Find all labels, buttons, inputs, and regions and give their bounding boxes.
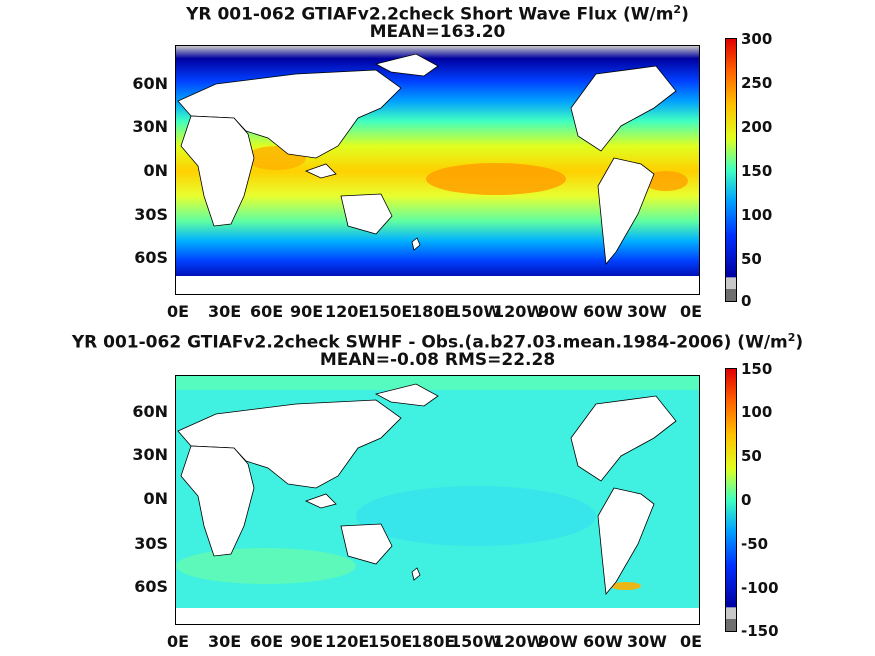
map-1-title-sup: 2 xyxy=(673,3,682,16)
map-1-colorbar-tick: 0 xyxy=(741,292,752,310)
map-1-xtick: 90E xyxy=(290,302,324,321)
map-1-xtick: 180E xyxy=(411,302,456,321)
map-2-colorbar-gradient xyxy=(726,369,736,631)
map-2-ytick: 60N xyxy=(132,402,168,421)
map-2-plot-area xyxy=(175,375,700,625)
map-1-colorbar-tick: 150 xyxy=(741,162,773,180)
map-2-colorbar-tick: 50 xyxy=(741,447,762,465)
map-2-xtick: 90W xyxy=(538,632,578,651)
map-2-xtick: 60E xyxy=(250,632,284,651)
map-1-ytick: 60N xyxy=(132,74,168,93)
map-2-title: YR 001-062 GTIAFv2.2check SWHF - Obs.(a.… xyxy=(0,328,875,353)
map-1-xtick: 150E xyxy=(368,302,413,321)
map-2-xtick: 90E xyxy=(290,632,324,651)
map-2-title-text: YR 001-062 GTIAFv2.2check SWHF - Obs.(a.… xyxy=(71,332,788,353)
map-2-xtick: 30W xyxy=(627,632,667,651)
map-2-stat-line: MEAN=-0.08 RMS=22.28 xyxy=(319,350,556,370)
map-2-colorbar-tick: -50 xyxy=(741,535,769,553)
map-2-xtick: 60W xyxy=(583,632,623,651)
map-2-ytick: 0N xyxy=(143,489,168,508)
map-1-xtick: 150W xyxy=(450,302,502,321)
map-2-xtick: 0E xyxy=(680,632,703,651)
map-2-xtick: 120E xyxy=(325,632,370,651)
map-1-colorbar-tick: 300 xyxy=(741,30,773,48)
map-1-xtick: 90W xyxy=(538,302,578,321)
map-1-xtick: 120W xyxy=(493,302,545,321)
map-1-xtick: 60W xyxy=(583,302,623,321)
map-2-xtick: 180E xyxy=(411,632,456,651)
map-2-ytick: 60S xyxy=(134,577,168,596)
map-2-colorbar-tick: 150 xyxy=(741,360,773,378)
map-1-xtick: 0E xyxy=(680,302,703,321)
map-1-colorbar-tick: 50 xyxy=(741,250,762,268)
map-2-colorbar-tick: 0 xyxy=(741,491,752,509)
map-1-xtick: 30E xyxy=(208,302,242,321)
map-2-title-end: ) xyxy=(795,332,804,353)
map-1-colorbar-tick: 100 xyxy=(741,206,773,224)
map-2-xtick: 120W xyxy=(493,632,545,651)
map-2-colorbar-tick: -100 xyxy=(741,579,779,597)
map-1-ytick: 30N xyxy=(132,117,168,136)
map-1-ytick: 60S xyxy=(134,248,168,267)
map-1-colorbar-gradient xyxy=(726,39,736,301)
map-1-xtick: 30W xyxy=(627,302,667,321)
map-1-ytick: 0N xyxy=(143,161,168,180)
map-2-xtick: 0E xyxy=(167,632,190,651)
map-2-ytick: 30S xyxy=(134,534,168,553)
map-1-plot-area xyxy=(175,45,700,295)
map-1-xtick: 60E xyxy=(250,302,284,321)
map-2-colorbar-tick: 100 xyxy=(741,403,773,421)
map-2-xtick: 150W xyxy=(450,632,502,651)
map-1-title-text: YR 001-062 GTIAFv2.2check Short Wave Flu… xyxy=(186,4,674,25)
map-1-colorbar-tick: 250 xyxy=(741,74,773,92)
map-1-title-end: ) xyxy=(681,4,689,25)
map-2-ytick: 30N xyxy=(132,445,168,464)
map-2-colorbar xyxy=(725,368,737,632)
map-2-title-sup: 2 xyxy=(787,331,796,344)
map-1-xtick: 120E xyxy=(325,302,370,321)
map-1-colorbar xyxy=(725,38,737,302)
map-2-field xyxy=(176,376,699,624)
map-1-stat-line: MEAN=163.20 xyxy=(369,22,506,42)
map-1-field xyxy=(176,46,699,294)
map-2-colorbar-tick: -150 xyxy=(741,622,779,640)
map-1-ytick: 30S xyxy=(134,205,168,224)
map-1-title: YR 001-062 GTIAFv2.2check Short Wave Flu… xyxy=(0,0,875,25)
map-2-xtick: 150E xyxy=(368,632,413,651)
map-2-xtick: 30E xyxy=(208,632,242,651)
map-1-colorbar-tick: 200 xyxy=(741,118,773,136)
map-1-xtick: 0E xyxy=(167,302,190,321)
